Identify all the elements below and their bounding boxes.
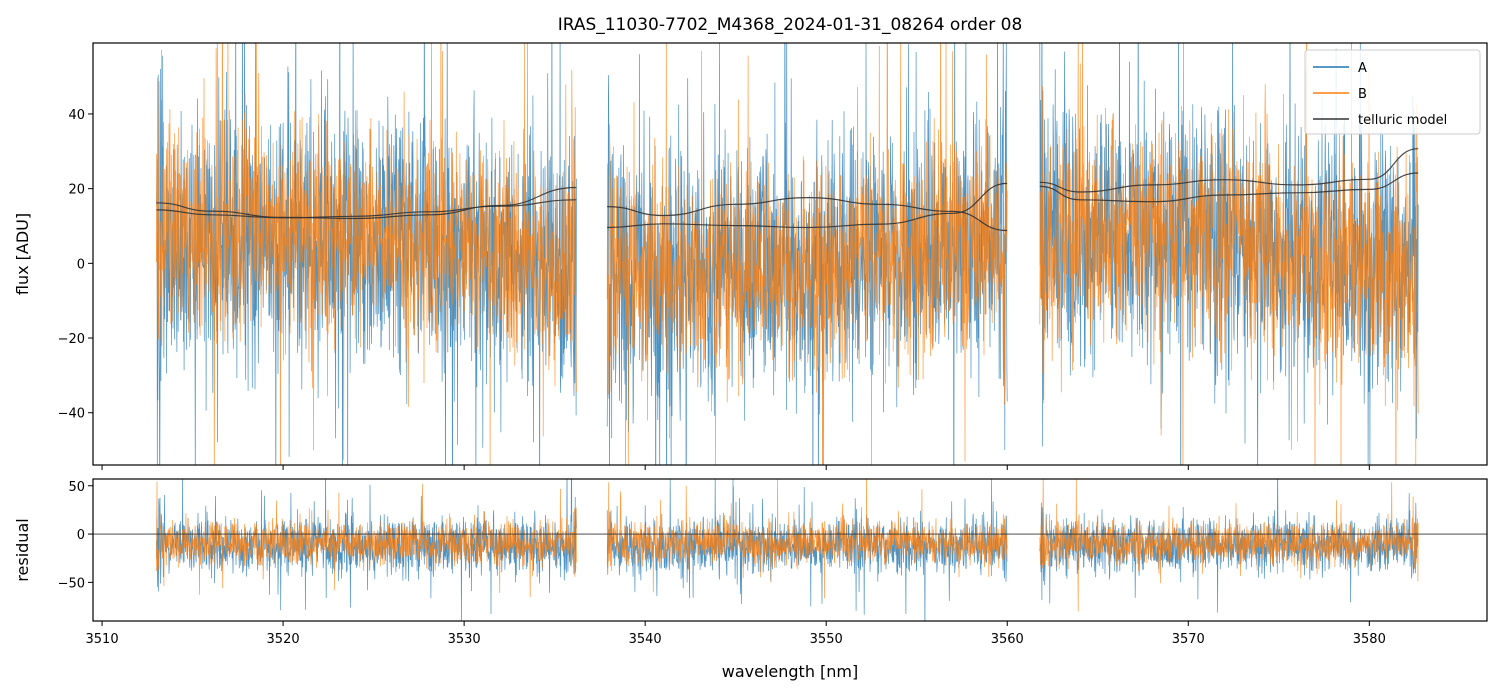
spectrum-y-ticks: −40 −20 0 20 40 <box>58 108 93 422</box>
x-tick-label: 3560 <box>991 632 1024 647</box>
spectrum-x-ticks <box>101 465 1370 470</box>
telluric-model-curve-3 <box>607 196 1008 232</box>
y-tick-label: 40 <box>68 108 85 123</box>
y-tick-label: 20 <box>68 183 85 198</box>
legend-label-b: B <box>1358 87 1367 102</box>
legend-label-a: A <box>1358 61 1367 76</box>
y-tick-label: −50 <box>58 576 85 591</box>
chart-title: IRAS_11030-7702_M4368_2024-01-31_08264 o… <box>558 15 1023 35</box>
spectrum-axes-frame <box>92 42 1488 466</box>
y-tick-label: 50 <box>68 480 85 495</box>
residual-plot-area <box>93 479 1487 621</box>
residual-x-ticks: 3510 3520 3530 3540 3550 3560 3570 3580 <box>86 621 1386 647</box>
residual-y-ticks: −50 0 50 <box>58 480 93 591</box>
spectrum-plot-area <box>156 43 1419 465</box>
y-tick-label: −20 <box>58 332 85 347</box>
x-tick-label: 3530 <box>448 632 481 647</box>
x-tick-label: 3520 <box>267 632 300 647</box>
x-tick-label: 3570 <box>1172 632 1205 647</box>
residual-y-axis-label: residual <box>13 518 32 581</box>
y-tick-label: −40 <box>58 407 85 422</box>
series-b-line <box>156 43 1419 465</box>
x-axis-label: wavelength [nm] <box>722 662 859 681</box>
spectrum-y-axis-label: flux [ADU] <box>13 213 32 295</box>
spectrum-panel: −40 −20 0 20 40 flux [ADU] A B telluric mode… <box>13 42 1488 470</box>
y-tick-label: 0 <box>77 257 85 272</box>
x-tick-label: 3580 <box>1353 632 1386 647</box>
telluric-model-curve-6 <box>1039 172 1419 203</box>
x-tick-label: 3510 <box>86 632 119 647</box>
telluric-model-curve-5 <box>1039 148 1419 193</box>
legend-box <box>1304 49 1481 135</box>
telluric-model-curve-4 <box>607 182 1008 229</box>
telluric-model-curve-2 <box>156 199 577 219</box>
x-tick-label: 3540 <box>629 632 662 647</box>
x-tick-label: 3550 <box>810 632 843 647</box>
residual-axes-frame <box>92 478 1488 622</box>
telluric-model-curve-1 <box>156 186 577 220</box>
legend-label-telluric-model: telluric model <box>1358 113 1447 128</box>
legend: A B telluric model <box>1304 49 1481 135</box>
y-tick-label: 0 <box>77 528 85 543</box>
